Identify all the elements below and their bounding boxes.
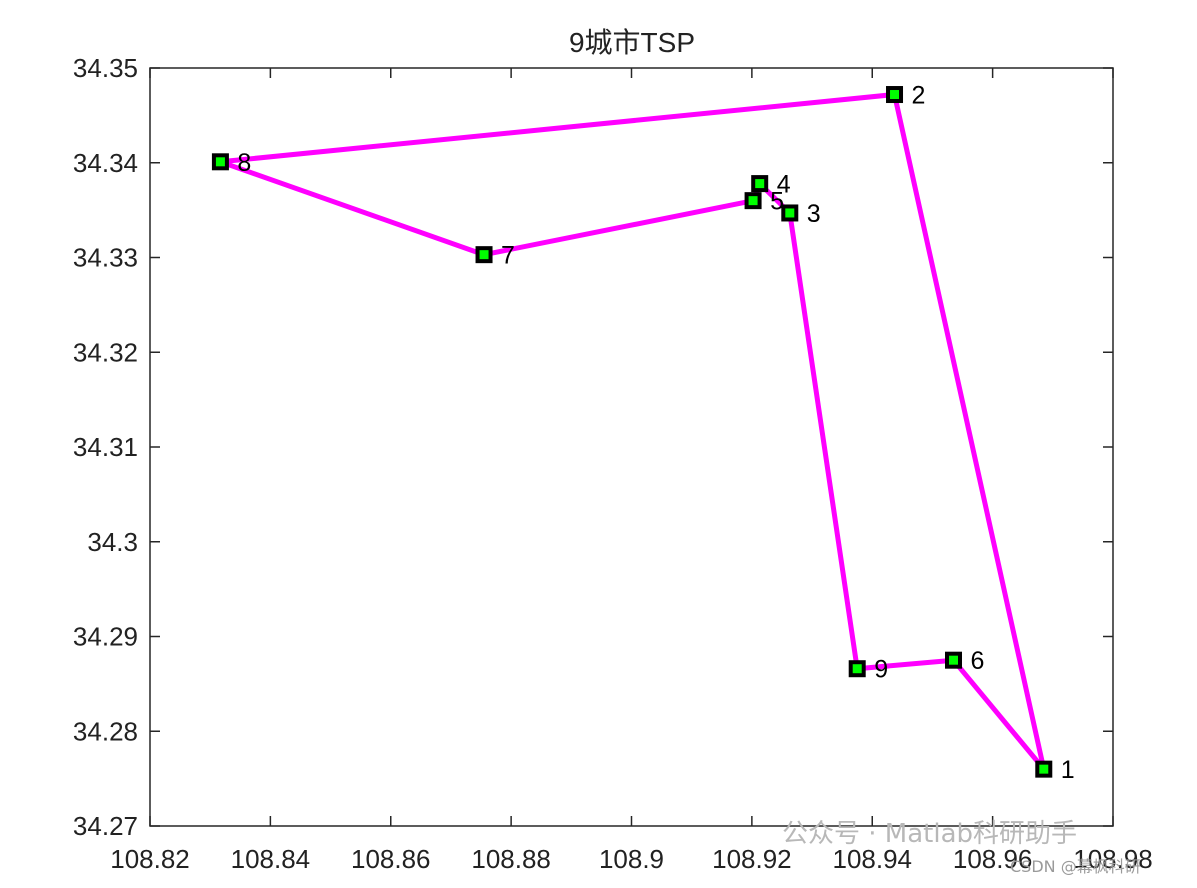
x-tick-label: 108.98 xyxy=(1073,844,1153,874)
watermark-small-text: CSDN @幕枫科研 xyxy=(1010,857,1141,876)
y-tick-label: 34.27 xyxy=(73,811,138,841)
city-label-4: 4 xyxy=(777,171,791,199)
city-label-8: 8 xyxy=(237,149,251,177)
x-tick-label: 108.88 xyxy=(471,844,551,874)
x-tick-label: 108.84 xyxy=(231,844,311,874)
city-label-layer: 1 2 345 6 7 8 9 xyxy=(237,82,1074,785)
x-tick-label: 108.96 xyxy=(953,844,1033,874)
city-marker-9 xyxy=(848,660,866,678)
city-label-6: 6 xyxy=(971,647,985,675)
city-marker-7 xyxy=(475,246,493,264)
y-tick-label: 34.33 xyxy=(73,243,138,273)
city-label-1: 1 xyxy=(1061,756,1075,784)
y-axis-ticks: 34.27 34.28 34.29 34.3 34.31 34.32 34.33 34.34 3… xyxy=(73,53,1113,841)
y-tick-label: 34.34 xyxy=(73,148,138,178)
y-tick-label: 34.3 xyxy=(87,527,138,557)
x-axis-ticks: 108.82 108.84 108.86 108.88 108.9 108.92 108.9… xyxy=(110,68,1153,874)
watermark: 公众号 · Matlab科研助手 CSDN @幕枫科研 xyxy=(782,819,1141,876)
tsp-route-line xyxy=(217,92,1047,771)
city-marker-2 xyxy=(886,86,904,104)
marker-layer xyxy=(211,86,1053,778)
city-label-9: 9 xyxy=(874,656,888,684)
y-tick-label: 34.31 xyxy=(73,432,138,462)
x-tick-label: 108.86 xyxy=(351,844,431,874)
city-label-7: 7 xyxy=(501,242,515,270)
axes-box xyxy=(149,67,1114,827)
city-marker-6 xyxy=(945,651,963,669)
city-marker-1 xyxy=(1035,760,1053,778)
x-tick-label: 108.82 xyxy=(110,844,190,874)
route-layer xyxy=(217,92,1047,771)
y-tick-label: 34.29 xyxy=(73,622,138,652)
chart-title: 9城市TSP xyxy=(569,27,695,58)
x-tick-label: 108.92 xyxy=(712,844,792,874)
city-label-2: 2 xyxy=(912,82,926,110)
city-label-3: 3 xyxy=(807,200,821,228)
y-tick-label: 34.32 xyxy=(73,337,138,367)
y-tick-label: 34.35 xyxy=(73,53,138,83)
city-marker-4 xyxy=(751,175,769,193)
city-label-5: 5 xyxy=(770,188,784,216)
city-marker-5 xyxy=(744,192,762,210)
x-tick-label: 108.9 xyxy=(599,844,664,874)
x-tick-label: 108.94 xyxy=(832,844,912,874)
y-tick-label: 34.28 xyxy=(73,716,138,746)
watermark-text: 公众号 · Matlab科研助手 xyxy=(782,819,1077,849)
city-marker-8 xyxy=(211,153,229,171)
city-marker-3 xyxy=(781,204,799,222)
